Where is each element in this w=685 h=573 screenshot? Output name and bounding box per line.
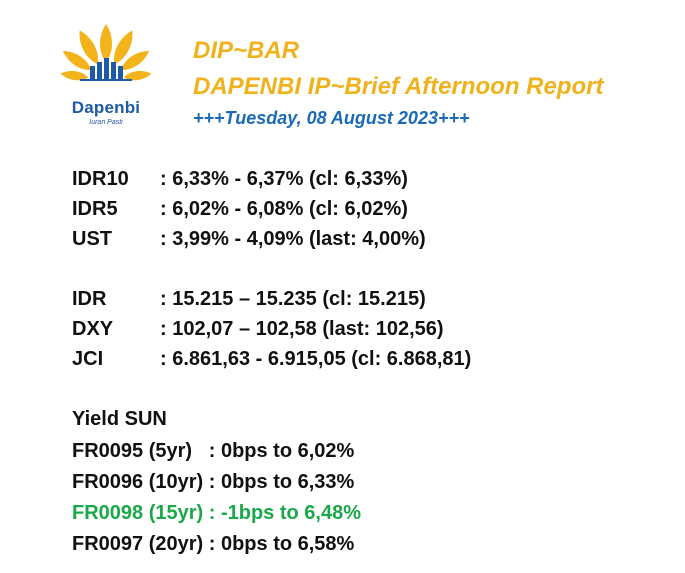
row-key: IDR5 xyxy=(72,198,118,220)
row-key: UST xyxy=(72,228,112,250)
dapenbi-logo: Dapenbi Iuran Pasti xyxy=(36,22,176,140)
row-value: : 6,02% - 6,08% (cl: 6,02%) xyxy=(160,198,408,220)
row-key: DXY xyxy=(72,318,114,340)
yield-item-fr0095: FR0095 (5yr) : 0bps to 6,02% xyxy=(72,440,355,462)
report-subtitle: DAPENBI IP~Brief Afternoon Report xyxy=(193,73,604,100)
row-key: JCI xyxy=(72,348,104,370)
row-key: IDR10 xyxy=(72,168,129,190)
row-value: : 6,33% - 6,37% (cl: 6,33%) xyxy=(160,168,408,190)
yield-item-fr0096: FR0096 (10yr) : 0bps to 6,33% xyxy=(72,471,355,493)
brand-name: Dapenbi xyxy=(71,98,141,117)
report-title: DIP~BAR xyxy=(193,37,300,64)
row-value: : 102,07 – 102,58 (last: 102,56) xyxy=(160,318,444,340)
row-value: : 15.215 – 15.235 (cl: 15.215) xyxy=(160,288,426,310)
brand-tagline: Iuran Pasti xyxy=(89,119,123,126)
row-key: IDR xyxy=(72,288,107,310)
report-date: +++Tuesday, 08 August 2023+++ xyxy=(193,108,470,128)
yield-item-fr0097: FR0097 (20yr) : 0bps to 6,58% xyxy=(72,533,355,555)
yield-sun-title: Yield SUN xyxy=(72,408,167,430)
row-value: : 6.861,63 - 6.915,05 (cl: 6.868,81) xyxy=(160,348,472,370)
row-value: : 3,99% - 4,09% (last: 4,00%) xyxy=(160,228,426,250)
dapenbi-sun-logo-icon xyxy=(60,24,152,81)
yield-item-fr0098: FR0098 (15yr) : -1bps to 6,48% xyxy=(72,502,361,524)
